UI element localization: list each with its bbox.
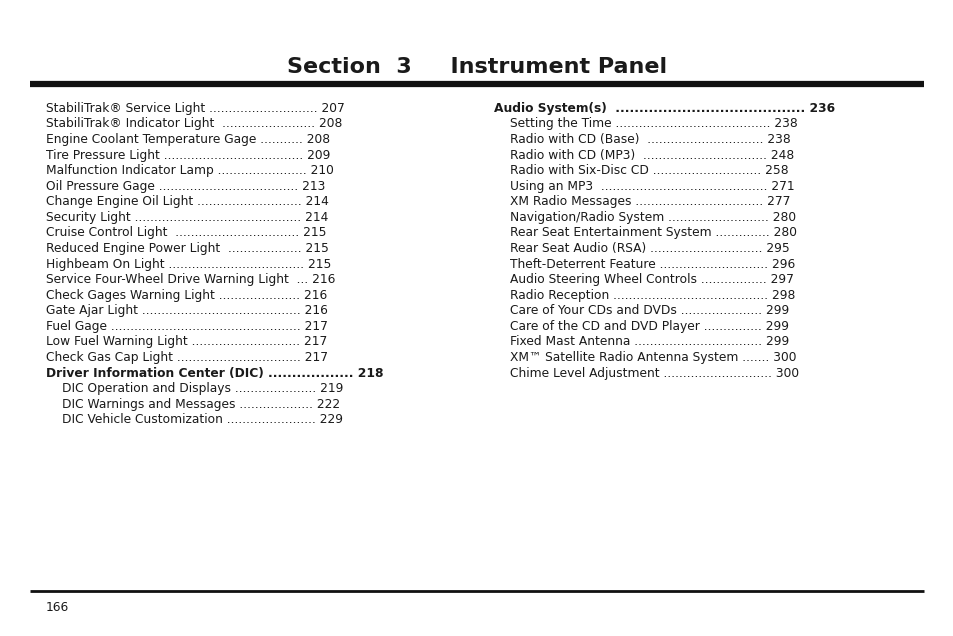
Text: StabiliTrak® Service Light ............................ 207: StabiliTrak® Service Light .............… — [46, 102, 344, 114]
Text: Rear Seat Entertainment System .............. 280: Rear Seat Entertainment System .........… — [510, 226, 797, 239]
Text: Security Light ........................................... 214: Security Light .........................… — [46, 211, 328, 224]
Text: Radio with CD (MP3)  ................................ 248: Radio with CD (MP3) ....................… — [510, 148, 794, 162]
Text: Check Gas Cap Light ................................ 217: Check Gas Cap Light ....................… — [46, 351, 328, 364]
Text: DIC Vehicle Customization ....................... 229: DIC Vehicle Customization ..............… — [62, 413, 343, 426]
Text: Service Four-Wheel Drive Warning Light  ... 216: Service Four-Wheel Drive Warning Light .… — [46, 273, 335, 286]
Text: Audio System(s)  ........................................ 236: Audio System(s) ........................… — [494, 102, 835, 114]
Text: StabiliTrak® Indicator Light  ........................ 208: StabiliTrak® Indicator Light ...........… — [46, 117, 342, 130]
Text: Malfunction Indicator Lamp ....................... 210: Malfunction Indicator Lamp .............… — [46, 164, 334, 177]
Text: Tire Pressure Light .................................... 209: Tire Pressure Light ....................… — [46, 148, 330, 162]
Text: Theft-Deterrent Feature ............................ 296: Theft-Deterrent Feature ................… — [510, 258, 795, 270]
Text: Fixed Mast Antenna ................................. 299: Fixed Mast Antenna .....................… — [510, 336, 789, 349]
Text: XM Radio Messages ................................. 277: XM Radio Messages ......................… — [510, 195, 790, 208]
Text: Care of Your CDs and DVDs ..................... 299: Care of Your CDs and DVDs ..............… — [510, 305, 789, 317]
Text: Rear Seat Audio (RSA) ............................. 295: Rear Seat Audio (RSA) ..................… — [510, 242, 789, 255]
Text: Change Engine Oil Light ........................... 214: Change Engine Oil Light ................… — [46, 195, 329, 208]
Text: Low Fuel Warning Light ............................ 217: Low Fuel Warning Light .................… — [46, 336, 327, 349]
Text: Care of the CD and DVD Player ............... 299: Care of the CD and DVD Player ..........… — [510, 320, 788, 333]
Text: Reduced Engine Power Light  ................... 215: Reduced Engine Power Light .............… — [46, 242, 329, 255]
Text: Radio with Six-Disc CD ............................ 258: Radio with Six-Disc CD .................… — [510, 164, 788, 177]
Text: Cruise Control Light  ................................ 215: Cruise Control Light ...................… — [46, 226, 326, 239]
Text: Highbeam On Light ................................... 215: Highbeam On Light ......................… — [46, 258, 331, 270]
Text: Engine Coolant Temperature Gage ........... 208: Engine Coolant Temperature Gage ........… — [46, 133, 330, 146]
Text: Using an MP3  ........................................... 271: Using an MP3 ...........................… — [510, 179, 794, 193]
Text: Chime Level Adjustment ............................ 300: Chime Level Adjustment .................… — [510, 366, 799, 380]
Text: Oil Pressure Gage .................................... 213: Oil Pressure Gage ......................… — [46, 179, 325, 193]
Text: DIC Warnings and Messages ................... 222: DIC Warnings and Messages ..............… — [62, 398, 340, 411]
Text: 166: 166 — [46, 601, 69, 614]
Text: Radio with CD (Base)  .............................. 238: Radio with CD (Base) ...................… — [510, 133, 790, 146]
Text: DIC Operation and Displays ..................... 219: DIC Operation and Displays .............… — [62, 382, 343, 395]
Text: XM™ Satellite Radio Antenna System ....... 300: XM™ Satellite Radio Antenna System .....… — [510, 351, 796, 364]
Text: Gate Ajar Light ......................................... 216: Gate Ajar Light ........................… — [46, 305, 327, 317]
Text: Fuel Gage ................................................. 217: Fuel Gage ..............................… — [46, 320, 327, 333]
Text: Section  3     Instrument Panel: Section 3 Instrument Panel — [287, 57, 666, 77]
Text: Driver Information Center (DIC) .................. 218: Driver Information Center (DIC) ........… — [46, 366, 383, 380]
Text: Setting the Time ........................................ 238: Setting the Time .......................… — [510, 117, 798, 130]
Text: Check Gages Warning Light ..................... 216: Check Gages Warning Light ..............… — [46, 289, 327, 301]
Text: Radio Reception ........................................ 298: Radio Reception ........................… — [510, 289, 795, 301]
Text: Navigation/Radio System .......................... 280: Navigation/Radio System ................… — [510, 211, 796, 224]
Text: Audio Steering Wheel Controls ................. 297: Audio Steering Wheel Controls ..........… — [510, 273, 794, 286]
